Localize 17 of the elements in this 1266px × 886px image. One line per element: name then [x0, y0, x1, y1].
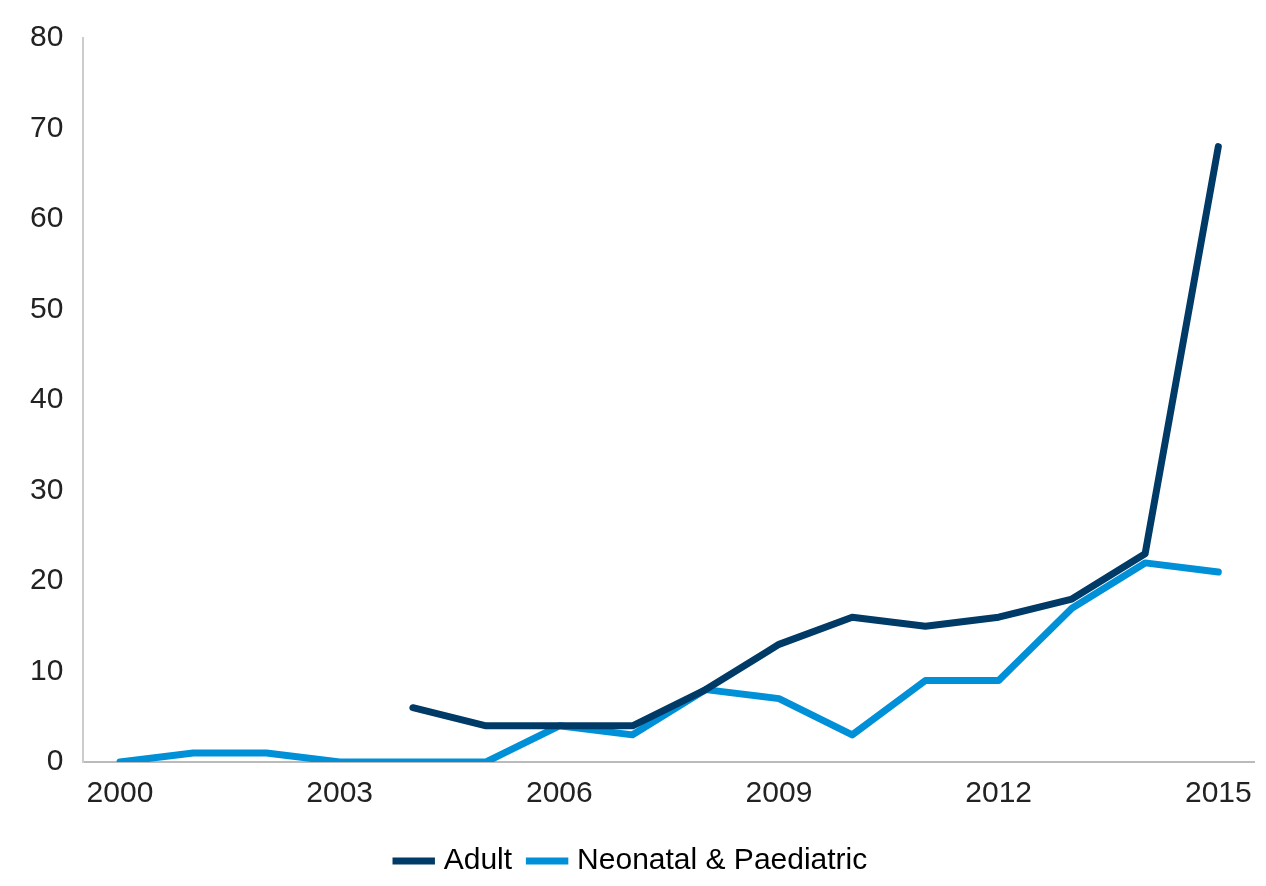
legend-label: Adult: [443, 842, 513, 876]
x-tick-label: 2000: [86, 775, 154, 809]
legend-label: Neonatal & Paediatric: [577, 842, 868, 876]
y-tick-label: 40: [29, 381, 64, 415]
y-tick-label: 80: [29, 19, 64, 53]
y-tick-label: 20: [29, 562, 64, 596]
y-tick-label: 70: [29, 109, 64, 143]
x-tick-label: 2015: [1184, 775, 1252, 809]
y-tick-label: 30: [29, 471, 64, 505]
x-tick-label: 2003: [306, 775, 374, 809]
y-tick-label: 60: [29, 200, 64, 234]
x-tick-label: 2012: [965, 775, 1033, 809]
y-tick-label: 0: [46, 743, 64, 777]
y-tick-label: 10: [29, 652, 64, 686]
y-tick-label: 50: [29, 290, 64, 324]
x-tick-label: 2006: [525, 775, 593, 809]
x-tick-label: 2009: [745, 775, 813, 809]
